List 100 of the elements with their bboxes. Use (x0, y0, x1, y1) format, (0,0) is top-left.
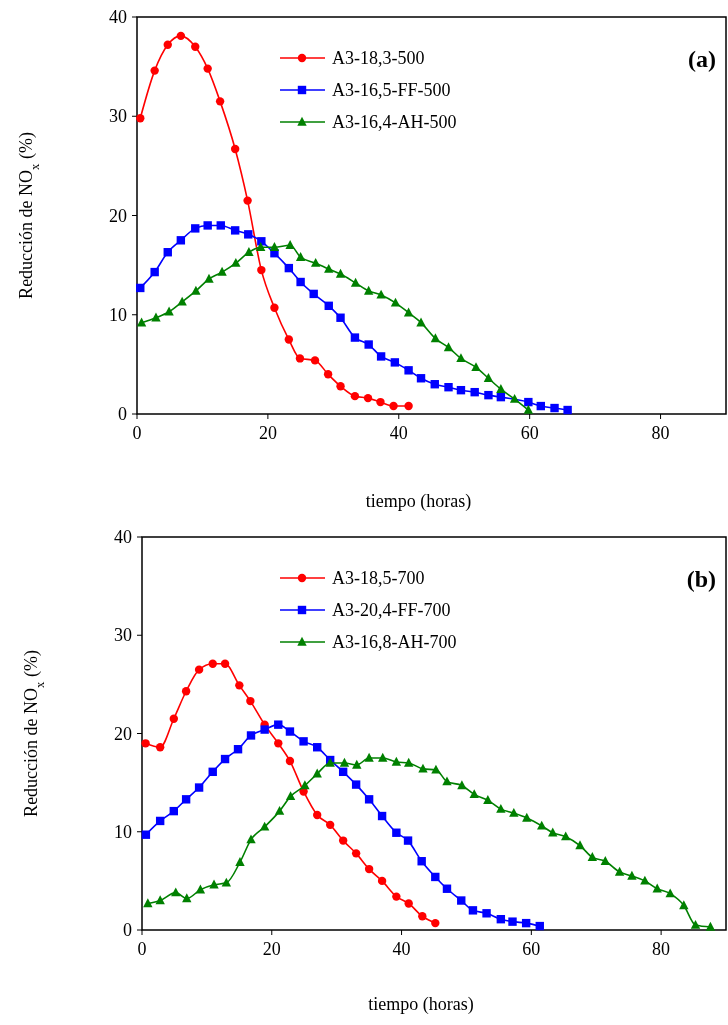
point (285, 756, 295, 766)
point (496, 392, 506, 402)
point (246, 834, 256, 844)
point (350, 391, 360, 401)
point (627, 870, 637, 880)
point (404, 401, 413, 411)
point (313, 743, 322, 752)
x-axis-title: tiempo (horas) (365, 491, 472, 512)
point (176, 31, 186, 41)
point (351, 849, 361, 858)
point (336, 313, 345, 322)
point (141, 830, 151, 839)
y-tick-label: 30 (109, 106, 127, 127)
point (181, 687, 191, 696)
point (391, 756, 402, 766)
y-tick-label: 10 (109, 304, 127, 325)
point (155, 743, 165, 752)
point (163, 248, 172, 257)
point (194, 665, 204, 674)
y-tick-label: 0 (123, 920, 132, 940)
point (191, 224, 200, 233)
legend-label: A3-18,5-700 (332, 568, 425, 588)
point (442, 776, 452, 786)
point (274, 739, 283, 748)
point (351, 780, 361, 789)
point (150, 66, 159, 75)
point (482, 909, 491, 918)
y-tick-label: 20 (114, 723, 132, 744)
point (209, 879, 219, 889)
point (136, 283, 145, 293)
point (246, 696, 255, 706)
point (325, 820, 335, 830)
point (338, 836, 348, 845)
point (364, 340, 373, 349)
point (496, 914, 506, 924)
point (508, 917, 517, 926)
point (244, 230, 253, 239)
point (220, 754, 230, 764)
point (535, 921, 544, 931)
point (230, 226, 240, 235)
point (163, 40, 172, 49)
annotation: (b) (686, 566, 716, 592)
point (376, 397, 385, 407)
point (550, 403, 559, 413)
point (339, 757, 350, 767)
point (377, 811, 387, 821)
point (203, 221, 212, 230)
point (537, 820, 547, 830)
point (389, 401, 398, 411)
point (363, 393, 373, 403)
point (392, 892, 401, 901)
point (230, 144, 240, 154)
point (457, 896, 466, 905)
x-tick-label: 80 (651, 423, 670, 443)
point (274, 805, 285, 815)
point (430, 380, 439, 389)
point (522, 812, 532, 822)
point (378, 752, 388, 762)
point (274, 720, 283, 729)
point (136, 114, 145, 123)
point (392, 828, 401, 837)
point (155, 816, 165, 826)
point (191, 285, 201, 295)
legend-label: A3-18,3-500 (332, 48, 425, 68)
y-tick-label: 30 (114, 625, 132, 646)
point (257, 265, 266, 275)
point (614, 866, 625, 876)
point (470, 387, 479, 397)
point (217, 266, 227, 276)
point (521, 918, 531, 928)
point (243, 196, 252, 205)
point (235, 681, 244, 690)
point (471, 362, 481, 372)
point (246, 731, 256, 740)
point (191, 42, 200, 51)
legend-label: A3-16,5-FF-500 (332, 80, 451, 100)
point (418, 763, 428, 773)
point (484, 390, 493, 400)
point (418, 912, 427, 921)
point (220, 659, 230, 668)
point (363, 285, 374, 295)
point (323, 370, 333, 379)
point (600, 856, 611, 865)
x-tick-label: 0 (137, 939, 147, 959)
legend-label: A3-16,4-AH-500 (332, 112, 457, 132)
point (364, 795, 374, 804)
point (208, 767, 217, 777)
point (155, 895, 165, 905)
point (690, 919, 701, 929)
point (416, 374, 426, 383)
x-tick-label: 60 (520, 423, 539, 443)
point (705, 921, 716, 931)
point (587, 852, 598, 861)
point (509, 393, 520, 403)
x-tick-label: 60 (522, 939, 541, 959)
point (299, 737, 308, 746)
point (235, 857, 245, 866)
point (285, 791, 296, 801)
x-tick-label: 20 (262, 939, 281, 959)
y-tick-label: 20 (109, 205, 127, 226)
